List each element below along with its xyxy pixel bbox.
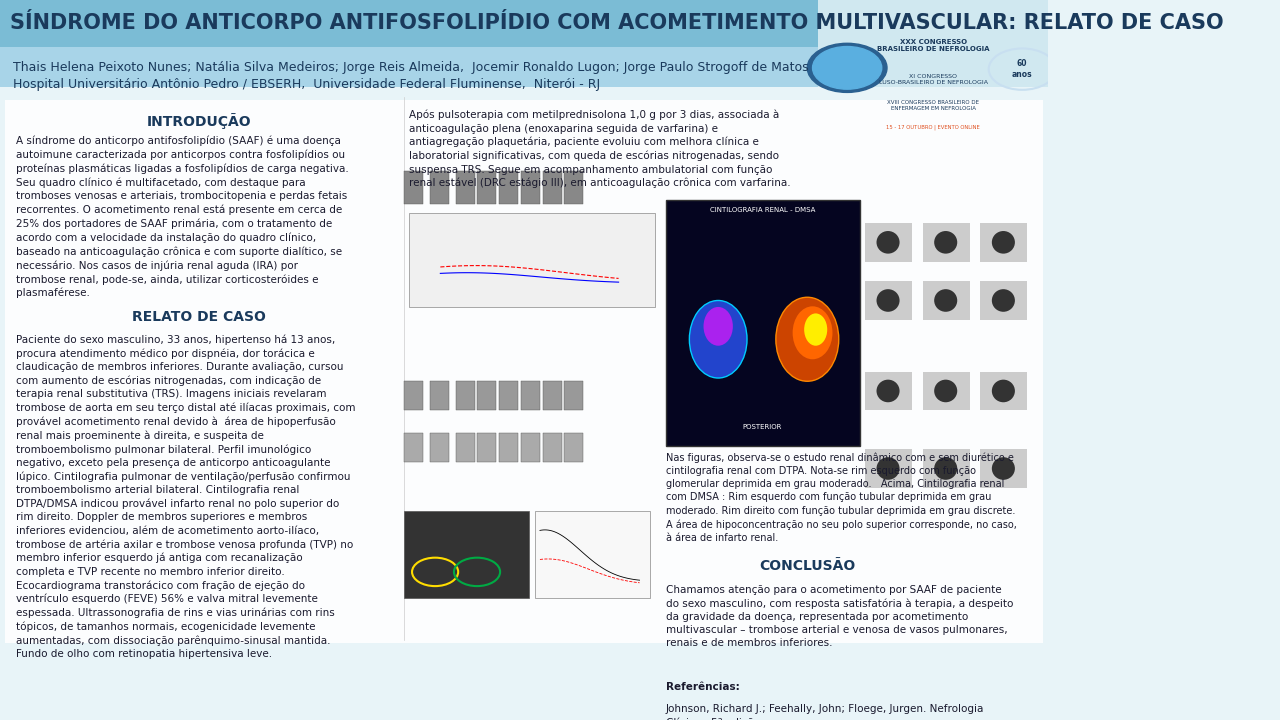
Ellipse shape — [992, 231, 1015, 253]
Text: Referências:: Referências: — [666, 682, 740, 692]
FancyBboxPatch shape — [403, 510, 530, 598]
FancyBboxPatch shape — [818, 0, 1048, 87]
FancyBboxPatch shape — [499, 171, 518, 204]
FancyBboxPatch shape — [865, 223, 913, 261]
FancyBboxPatch shape — [543, 382, 562, 410]
Ellipse shape — [934, 289, 957, 312]
FancyBboxPatch shape — [923, 449, 970, 488]
FancyBboxPatch shape — [543, 171, 562, 204]
FancyBboxPatch shape — [477, 171, 495, 204]
FancyBboxPatch shape — [456, 171, 475, 204]
Circle shape — [813, 47, 882, 89]
FancyBboxPatch shape — [980, 281, 1028, 320]
FancyBboxPatch shape — [564, 433, 582, 462]
FancyBboxPatch shape — [499, 433, 518, 462]
Text: 60
anos: 60 anos — [1012, 60, 1033, 79]
Text: SÍNDROME DO ANTICORPO ANTIFOSFOLIPÍDIO COM ACOMETIMENTO MULTIVASCULAR: RELATO DE: SÍNDROME DO ANTICORPO ANTIFOSFOLIPÍDIO C… — [10, 13, 1224, 33]
Ellipse shape — [804, 313, 827, 346]
FancyBboxPatch shape — [923, 223, 970, 261]
FancyBboxPatch shape — [865, 281, 913, 320]
Text: Thais Helena Peixoto Nunes; Natália Silva Medeiros; Jorge Reis Almeida,  Jocemir: Thais Helena Peixoto Nunes; Natália Silv… — [13, 60, 808, 73]
FancyBboxPatch shape — [564, 382, 582, 410]
FancyBboxPatch shape — [0, 0, 818, 47]
FancyBboxPatch shape — [430, 433, 449, 462]
FancyBboxPatch shape — [521, 382, 540, 410]
FancyBboxPatch shape — [923, 281, 970, 320]
Ellipse shape — [934, 379, 957, 402]
FancyBboxPatch shape — [430, 382, 449, 410]
Text: Chamamos atenção para o acometimento por SAAF de paciente
do sexo masculino, com: Chamamos atenção para o acometimento por… — [666, 585, 1014, 648]
FancyBboxPatch shape — [499, 382, 518, 410]
Ellipse shape — [934, 457, 957, 480]
Ellipse shape — [704, 307, 733, 346]
FancyBboxPatch shape — [666, 200, 860, 446]
Ellipse shape — [877, 231, 900, 253]
Text: XXX CONGRESSO
BRASILEIRO DE NEFROLOGIA: XXX CONGRESSO BRASILEIRO DE NEFROLOGIA — [877, 39, 989, 52]
Ellipse shape — [992, 457, 1015, 480]
Text: POSTERIOR: POSTERIOR — [742, 424, 782, 430]
Ellipse shape — [992, 379, 1015, 402]
FancyBboxPatch shape — [865, 449, 913, 488]
Ellipse shape — [776, 297, 838, 382]
Text: Após pulsoterapia com metilprednisolona 1,0 g por 3 dias, associada à
anticoagul: Após pulsoterapia com metilprednisolona … — [408, 110, 791, 189]
Text: A síndrome do anticorpo antifosfolipídio (SAAF) é uma doença
autoimune caracteri: A síndrome do anticorpo antifosfolipídio… — [15, 135, 348, 298]
Ellipse shape — [877, 289, 900, 312]
Ellipse shape — [877, 457, 900, 480]
Text: INTRODUÇÃO: INTRODUÇÃO — [147, 113, 251, 129]
Text: Hospital Universitário Antônio Pedro / EBSERH,  Universidade Federal Fluminense,: Hospital Universitário Antônio Pedro / E… — [13, 78, 600, 91]
FancyBboxPatch shape — [403, 433, 422, 462]
Text: CONCLUSÃO: CONCLUSÃO — [759, 559, 855, 573]
Ellipse shape — [792, 306, 832, 359]
FancyBboxPatch shape — [477, 433, 495, 462]
Text: Johnson, Richard J.; Feehally, John; Floege, Jurgen. Nefrologia
Clínica,  5ª edi: Johnson, Richard J.; Feehally, John; Flo… — [666, 704, 984, 720]
FancyBboxPatch shape — [430, 171, 449, 204]
FancyBboxPatch shape — [980, 372, 1028, 410]
FancyBboxPatch shape — [456, 433, 475, 462]
FancyBboxPatch shape — [980, 223, 1028, 261]
FancyBboxPatch shape — [980, 449, 1028, 488]
FancyBboxPatch shape — [535, 510, 650, 598]
Text: 15 - 17 OUTUBRO | EVENTO ONLINE: 15 - 17 OUTUBRO | EVENTO ONLINE — [886, 124, 980, 130]
FancyBboxPatch shape — [477, 382, 495, 410]
FancyBboxPatch shape — [403, 171, 422, 204]
FancyBboxPatch shape — [521, 171, 540, 204]
FancyBboxPatch shape — [923, 372, 970, 410]
FancyBboxPatch shape — [403, 382, 422, 410]
FancyBboxPatch shape — [543, 433, 562, 462]
Text: XI CONGRESSO
LUSO-BRASILEIRO DE NEFROLOGIA: XI CONGRESSO LUSO-BRASILEIRO DE NEFROLOG… — [878, 74, 988, 85]
Ellipse shape — [877, 379, 900, 402]
Text: Nas figuras, observa-se o estudo renal dinâmico com e sem diurético e
cintilogra: Nas figuras, observa-se o estudo renal d… — [666, 452, 1016, 543]
Text: CINTILOGRAFIA RENAL - DMSA: CINTILOGRAFIA RENAL - DMSA — [709, 207, 815, 213]
FancyBboxPatch shape — [408, 213, 655, 307]
Circle shape — [808, 43, 887, 92]
Ellipse shape — [690, 300, 748, 378]
FancyBboxPatch shape — [0, 0, 1048, 87]
FancyBboxPatch shape — [5, 100, 1043, 643]
Ellipse shape — [934, 231, 957, 253]
Text: RELATO DE CASO: RELATO DE CASO — [132, 310, 266, 324]
FancyBboxPatch shape — [521, 433, 540, 462]
FancyBboxPatch shape — [564, 171, 582, 204]
Text: Paciente do sexo masculino, 33 anos, hipertenso há 13 anos,
procura atendimento : Paciente do sexo masculino, 33 anos, hip… — [15, 335, 356, 660]
FancyBboxPatch shape — [456, 382, 475, 410]
Ellipse shape — [992, 289, 1015, 312]
FancyBboxPatch shape — [865, 372, 913, 410]
Text: XVIII CONGRESSO BRASILEIRO DE
ENFERMAGEM EM NEFROLOGIA: XVIII CONGRESSO BRASILEIRO DE ENFERMAGEM… — [887, 100, 979, 111]
